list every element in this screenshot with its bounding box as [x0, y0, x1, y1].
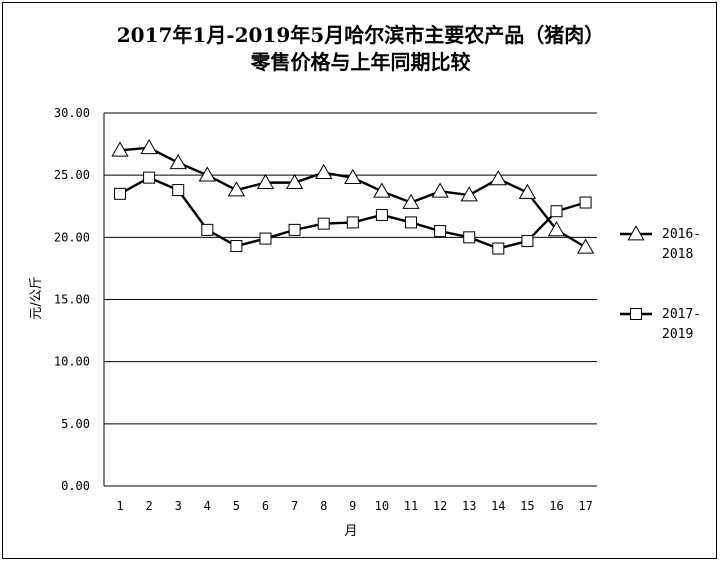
y-tick-label: 25.00: [54, 168, 90, 182]
square-marker: [492, 242, 505, 255]
square-marker: [317, 217, 330, 230]
triangle-marker: [169, 153, 187, 170]
legend-label-line-2: 2018: [662, 247, 693, 262]
triangle-marker: [627, 225, 645, 241]
square-marker: [172, 184, 185, 197]
triangle-marker: [256, 173, 275, 189]
square-marker: [630, 308, 642, 320]
y-tick-label: 5.00: [61, 417, 90, 431]
square-marker: [550, 205, 563, 218]
square-marker: [434, 225, 447, 238]
x-tick-label: 16: [549, 499, 563, 513]
triangle-marker: [315, 163, 333, 180]
x-tick-label: 10: [375, 499, 389, 513]
triangle-marker: [431, 182, 449, 198]
x-tick-label: 4: [204, 499, 211, 513]
square-marker: [114, 187, 126, 200]
x-tick-label: 8: [320, 499, 327, 513]
chart-title-line-2: 零售价格与上年同期比较: [250, 50, 471, 74]
square-marker: [375, 208, 388, 221]
y-tick-label: 0.00: [61, 479, 90, 493]
x-axis-label: 月: [344, 524, 357, 539]
x-tick-label: 7: [291, 499, 298, 513]
legend-label-line-1: 2016-: [662, 227, 701, 242]
legend: 2016- 2018 2017- 2019: [620, 225, 701, 342]
x-tick-label: 3: [175, 499, 182, 513]
series-2: [114, 171, 592, 255]
triangle-marker: [140, 139, 158, 155]
triangle-marker: [285, 173, 304, 189]
triangle-marker: [518, 183, 537, 199]
y-tick-label: 20.00: [54, 230, 90, 244]
square-marker: [288, 223, 301, 236]
y-tick-label: 30.00: [54, 106, 90, 120]
triangle-marker: [198, 166, 216, 182]
square-marker: [259, 232, 272, 245]
legend-label-line-2: 2019: [662, 327, 693, 342]
x-tick-label: 9: [349, 499, 356, 513]
x-tick-label: 17: [578, 499, 592, 513]
triangle-marker: [227, 181, 246, 197]
legend-entry-2: 2017- 2019: [620, 307, 701, 342]
legend-entry-1: 2016- 2018: [620, 225, 701, 262]
square-marker: [521, 235, 534, 248]
square-marker: [405, 216, 417, 229]
x-tick-label: 2: [145, 499, 152, 513]
square-marker: [143, 171, 156, 184]
square-marker: [230, 240, 243, 253]
series-1: [111, 139, 595, 254]
y-axis-label: 元/公斤: [29, 276, 44, 319]
x-tick-label: 15: [520, 499, 534, 513]
series-group: [111, 139, 595, 255]
y-tick-label: 10.00: [54, 355, 90, 369]
x-tick-label: 11: [404, 499, 418, 513]
square-marker: [346, 216, 359, 229]
triangle-marker: [460, 186, 478, 202]
square-marker: [463, 231, 476, 244]
square-marker: [579, 196, 592, 209]
x-tick-label: 13: [462, 499, 476, 513]
triangle-marker: [489, 170, 507, 186]
triangle-marker: [111, 141, 129, 157]
legend-label-line-1: 2017-: [662, 307, 701, 322]
chart-title-line-1: 2017年1月-2019年5月哈尔滨市主要农产品（猪肉）: [116, 23, 605, 47]
y-tick-labels: 0.00 5.00 10.00 15.00 20.00 25.00 30.00: [54, 106, 90, 493]
triangle-marker: [547, 221, 566, 237]
triangle-marker: [344, 168, 362, 185]
x-tick-label: 14: [491, 499, 505, 513]
chart-title: 2017年1月-2019年5月哈尔滨市主要农产品（猪肉） 零售价格与上年同期比较: [0, 22, 721, 76]
triangle-marker: [576, 238, 595, 254]
square-marker: [201, 223, 214, 236]
x-tick-label: 12: [433, 499, 447, 513]
x-tick-labels: 1 2 3 4 5 6 7 8 9 10 11 12 13 14 15 16 17: [116, 499, 592, 513]
y-tick-label: 15.00: [54, 293, 90, 307]
x-tick-label: 1: [116, 499, 123, 513]
x-tick-label: 6: [262, 499, 269, 513]
triangle-marker: [402, 193, 420, 209]
triangle-marker: [373, 182, 391, 198]
axes: [103, 113, 597, 487]
series-line: [119, 146, 587, 249]
x-tick-label: 5: [233, 499, 240, 513]
